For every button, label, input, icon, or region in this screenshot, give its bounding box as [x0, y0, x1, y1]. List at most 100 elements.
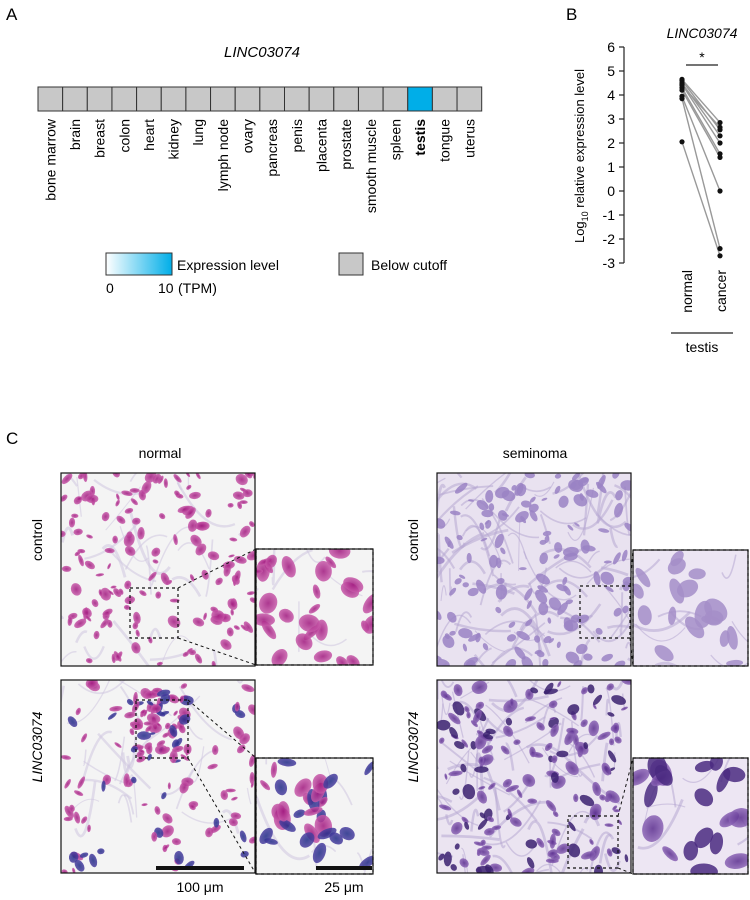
tissue-label-prostate: prostate: [338, 119, 354, 170]
legend-min-label: 0: [106, 280, 114, 296]
tissue-label-lymph-node: lymph node: [215, 119, 231, 192]
point-cancer: [717, 154, 723, 160]
tissue-label-uterus: uterus: [461, 119, 477, 158]
panel-c: C normal seminoma control LINC03074 cont…: [6, 429, 749, 895]
tissue-cell-pancreas: [259, 86, 286, 112]
row-linc-label-left: LINC03074: [29, 711, 45, 782]
y-tick-label: 6: [607, 39, 615, 55]
tissue-label-kidney: kidney: [166, 119, 182, 159]
tissue-cell-bone-marrow: [37, 86, 64, 112]
y-tick-label: 3: [607, 111, 615, 127]
tissue-cell-heart: [136, 86, 162, 112]
normal-linc-zoom: [255, 757, 374, 875]
point-cancer: [717, 140, 723, 146]
tissue-cell-ovary: [234, 86, 261, 112]
legend-unit-label: (TPM): [178, 280, 217, 296]
normal-linc-zoom-frame: [255, 757, 374, 875]
normal-linc-connector-bottom: [187, 757, 257, 875]
tissue-label-ovary: ovary: [240, 119, 256, 153]
tissue-cell-prostate: [333, 86, 359, 112]
tissue-labels: bone marrow brain breast colon heart kidney lu…: [42, 118, 477, 213]
panel-b: B LINC03074 -3 -2 -1 0 1 2 3 4 5 6 Log10 relative…: [566, 5, 738, 355]
micrograph-panels: [60, 472, 749, 875]
panel-a: A LINC03074 bone marrow brain breast colon h…: [6, 5, 483, 296]
normal-control-zoom-frame: [255, 548, 374, 666]
y-tick-label: -2: [603, 231, 616, 247]
point-cancer: [717, 120, 723, 126]
pair-line: [681, 98, 721, 249]
normal-control-roi-box: [129, 587, 179, 639]
point-cancer: [717, 188, 723, 194]
expression-gradient-swatch: [105, 252, 173, 276]
panel-a-gene-title: LINC03074: [224, 44, 300, 61]
tissue-label-testis: testis: [412, 119, 428, 156]
group-label-testis: testis: [686, 339, 719, 355]
panel-c-letter: C: [6, 429, 18, 448]
normal-control-connector-bottom: [177, 637, 257, 666]
pair-line: [681, 84, 721, 128]
point-cancer: [717, 253, 723, 259]
tissue-cell-smooth-muscle: [357, 86, 384, 112]
tissue-cell-tongue: [431, 86, 458, 112]
scalebar-25um-label: 25 μm: [324, 879, 363, 895]
tissue-cell-kidney: [160, 86, 187, 112]
expression-legend-label: Expression level: [177, 257, 279, 273]
panel-b-points: [679, 76, 723, 259]
scalebar-100um-label: 100 μm: [177, 879, 224, 895]
pair-line: [681, 141, 721, 257]
panel-b-ylabel: Log10 relative expression level: [572, 69, 590, 243]
pair-line: [681, 78, 721, 124]
y-tick-label: 1: [607, 159, 615, 175]
legend-max-label: 10: [158, 280, 174, 296]
tissue-cell-breast: [86, 86, 113, 112]
panel-b-title: LINC03074: [667, 25, 738, 41]
tissue-label-placenta: placenta: [313, 119, 329, 172]
seminoma-linc-zoom-frame: [632, 757, 749, 875]
pair-line: [681, 80, 721, 131]
point-normal: [679, 87, 685, 93]
point-normal: [679, 139, 685, 145]
pair-line: [681, 89, 721, 158]
significance-star: *: [699, 49, 705, 65]
tissue-cell-uterus: [456, 86, 483, 112]
tissue-label-tongue: tongue: [437, 119, 453, 162]
seminoma-control-zoom: [632, 549, 749, 667]
normal-control-zoom: [255, 548, 374, 666]
point-cancer: [717, 151, 723, 157]
panel-b-letter: B: [566, 5, 577, 24]
tissue-cell-colon: [111, 86, 138, 112]
tissue-cell-spleen: [382, 86, 409, 112]
seminoma-linc-roi-box: [567, 815, 619, 869]
normal-linc-connector-top: [187, 699, 257, 759]
point-cancer: [717, 246, 723, 252]
tissue-cell-lung: [185, 86, 212, 112]
below-cutoff-swatch: [338, 252, 364, 276]
svg-text:Log10 relative expression leve: Log10 relative expression level: [572, 69, 590, 243]
y-tick-label: 5: [607, 63, 615, 79]
point-cancer: [717, 133, 723, 139]
seminoma-control-connector-top: [629, 549, 634, 587]
seminoma-linc-image: [436, 679, 632, 874]
tissue-label-pancreas: pancreas: [264, 119, 280, 177]
y-tick-label: 4: [607, 87, 615, 103]
pair-line: [681, 83, 721, 144]
tissue-label-penis: penis: [289, 119, 305, 152]
panel-b-pair-lines: [681, 78, 721, 257]
tissue-label-breast: breast: [92, 119, 108, 158]
point-cancer: [717, 124, 723, 130]
pair-line: [681, 95, 721, 192]
y-tick-label: 2: [607, 135, 615, 151]
tissue-label-brain: brain: [67, 119, 83, 150]
seminoma-linc-zoom: [632, 757, 749, 875]
category-cancer-label: cancer: [713, 270, 729, 312]
seminoma-linc-connector-top: [617, 757, 634, 817]
tissue-cell-brain: [62, 86, 88, 112]
point-normal: [679, 96, 685, 102]
tissue-label-bone-marrow: bone marrow: [42, 118, 58, 201]
y-tick-label: -1: [603, 207, 616, 223]
normal-linc-roi-box: [135, 699, 189, 759]
row-control-label-right: control: [405, 519, 421, 561]
column-normal-label: normal: [139, 445, 182, 461]
normal-control-connector-top: [177, 548, 257, 589]
seminoma-control-image: [436, 472, 632, 667]
